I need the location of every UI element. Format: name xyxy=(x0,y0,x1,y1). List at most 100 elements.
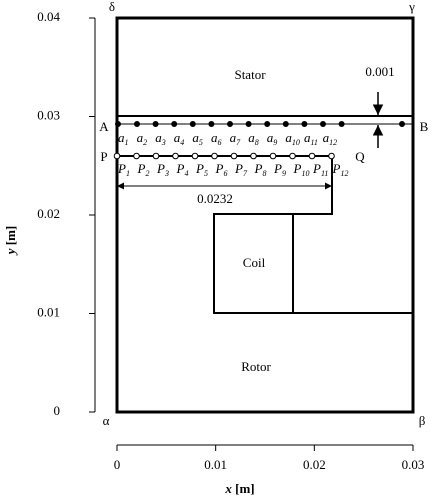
corner-label: γ xyxy=(408,0,415,14)
point xyxy=(328,152,335,160)
point-label: P2 xyxy=(137,161,150,178)
point-letter: P xyxy=(312,161,321,176)
region-label: Coil xyxy=(243,255,266,270)
axis-unit: [m] xyxy=(3,226,18,246)
point-letter: P xyxy=(332,161,341,176)
point-letter: P xyxy=(273,161,282,176)
point-index: 7 xyxy=(243,169,248,178)
x-tick-label: 0 xyxy=(114,457,121,472)
point-index: 12 xyxy=(340,169,348,178)
point-index: 3 xyxy=(161,138,166,147)
point xyxy=(269,152,277,160)
point-letter: P xyxy=(293,161,302,176)
point-label: P8 xyxy=(254,161,267,178)
point-label: a12 xyxy=(323,130,338,147)
point-index: 11 xyxy=(311,138,318,147)
corner-label: δ xyxy=(109,0,115,14)
point-letter: a xyxy=(285,130,292,145)
point-letter: a xyxy=(155,130,162,145)
point xyxy=(308,152,316,160)
point-letter: P xyxy=(234,161,243,176)
point-index: 2 xyxy=(145,169,149,178)
point-label: a6 xyxy=(211,130,222,147)
point-index: 7 xyxy=(236,138,241,147)
point xyxy=(230,152,238,160)
point-index: 10 xyxy=(301,169,309,178)
corner-label: β xyxy=(419,413,426,428)
point-index: 11 xyxy=(321,169,328,178)
y-tick-label: 0.02 xyxy=(37,206,60,221)
point-label: P4 xyxy=(176,161,189,178)
point xyxy=(208,121,215,127)
point-label: P3 xyxy=(156,161,169,178)
point-label: P10 xyxy=(293,161,310,178)
line-label: A xyxy=(99,119,109,134)
domain-box xyxy=(115,16,415,414)
point-letter: P xyxy=(215,161,224,176)
point-letter: P xyxy=(176,161,185,176)
point xyxy=(134,121,140,127)
point-index: 9 xyxy=(273,138,277,147)
point xyxy=(171,121,178,127)
point xyxy=(399,121,405,127)
point xyxy=(245,121,252,127)
rotor-outline xyxy=(117,155,413,314)
point xyxy=(115,121,121,127)
point xyxy=(113,152,121,160)
point-label: a3 xyxy=(155,130,166,147)
point-label: P11 xyxy=(312,161,328,178)
point-index: 5 xyxy=(204,169,208,178)
point-index: 4 xyxy=(180,138,184,147)
y-tick-label: 0.03 xyxy=(37,107,60,122)
point-index: 5 xyxy=(199,138,203,147)
point-letter: P xyxy=(117,161,126,176)
point-label: a7 xyxy=(230,130,242,147)
point xyxy=(152,121,159,127)
point-letter: a xyxy=(323,130,330,145)
point-index: 1 xyxy=(125,138,129,147)
axis-var: x xyxy=(224,481,232,496)
region-label: Rotor xyxy=(241,359,271,374)
point-letter: a xyxy=(211,130,218,145)
y-tick-label: 0.04 xyxy=(37,9,60,24)
point-index: 2 xyxy=(143,138,147,147)
point-letter: a xyxy=(174,130,181,145)
point-letter: a xyxy=(230,130,237,145)
axis-var: y xyxy=(3,248,18,256)
point-letter: P xyxy=(156,161,165,176)
point-index: 1 xyxy=(126,169,130,178)
point xyxy=(320,121,326,127)
point-index: 6 xyxy=(223,169,227,178)
dimension-label: 0.0232 xyxy=(197,191,233,206)
point-index: 8 xyxy=(262,169,266,178)
point xyxy=(191,152,199,160)
point-letter: P xyxy=(137,161,146,176)
point xyxy=(338,121,345,127)
point-index: 6 xyxy=(218,138,222,147)
point xyxy=(301,121,308,127)
point xyxy=(227,121,233,127)
point xyxy=(250,152,257,160)
y-tick-label: 0.01 xyxy=(37,304,60,319)
dimension-label: 0.001 xyxy=(365,64,394,79)
corner-label: α xyxy=(103,413,110,428)
y-axis-label: y [m] xyxy=(3,226,18,257)
point xyxy=(289,152,296,160)
x-tick-label: 0.01 xyxy=(204,457,227,472)
point-letter: a xyxy=(192,130,199,145)
point-index: 12 xyxy=(329,138,337,147)
point xyxy=(189,121,196,127)
point-index: 10 xyxy=(292,138,300,147)
point-label: a2 xyxy=(137,130,148,147)
point-letter: a xyxy=(118,130,125,145)
point-letter: P xyxy=(254,161,263,176)
point-label: a5 xyxy=(192,130,203,147)
point-label: a11 xyxy=(304,130,318,147)
point-letter: a xyxy=(248,130,255,145)
point-label: P1 xyxy=(117,161,130,178)
point-label: P9 xyxy=(273,161,286,178)
point-label: P7 xyxy=(234,161,248,178)
axis-unit: [m] xyxy=(235,481,255,496)
point-label: a1 xyxy=(118,130,129,147)
